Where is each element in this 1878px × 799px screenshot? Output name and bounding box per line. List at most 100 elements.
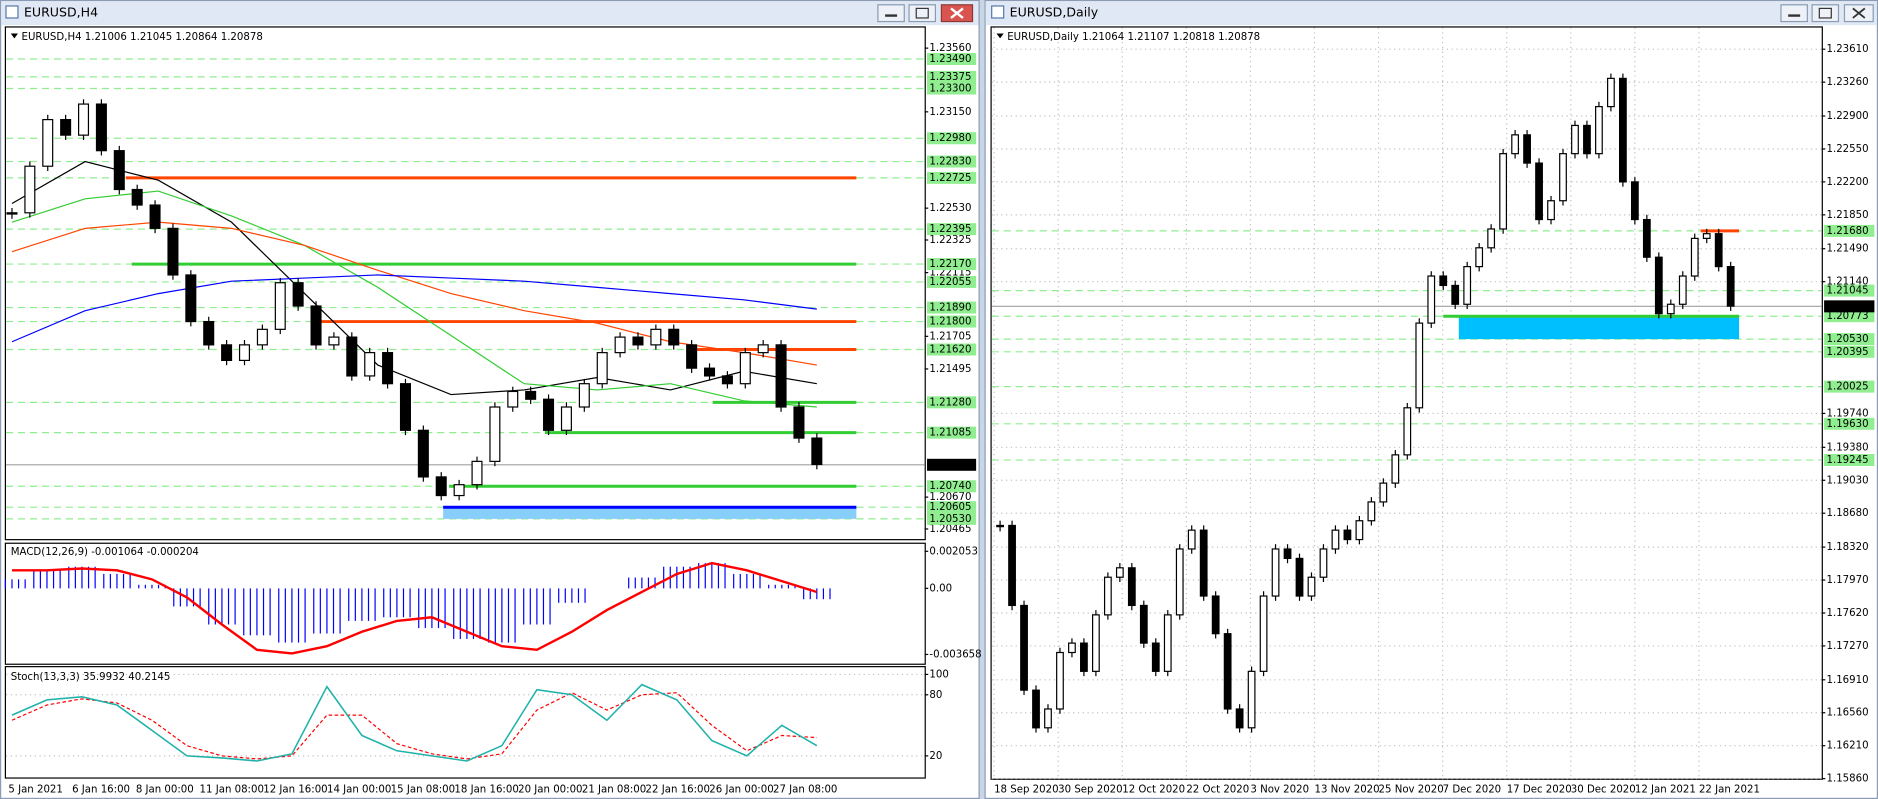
header-arrow (10, 33, 18, 39)
level-label: 1.20530 (1826, 334, 1868, 345)
level-label-box (927, 315, 977, 328)
level-label-box (927, 82, 977, 95)
candle (1547, 200, 1555, 221)
level-label: 1.23300 (929, 84, 971, 95)
level-label: 1.20740 (929, 481, 971, 492)
candle (489, 406, 501, 462)
level-label: 1.21280 (929, 397, 971, 408)
level-label-box (1824, 284, 1875, 297)
maximize-button[interactable] (908, 4, 937, 23)
title-bar (985, 1, 1877, 26)
header-part: EURUSD,H4 (22, 32, 82, 43)
candle (1139, 604, 1148, 644)
zone (1458, 316, 1740, 340)
level-label-box (927, 396, 977, 409)
candle (1187, 529, 1196, 550)
candle (78, 103, 90, 136)
candle (1163, 614, 1172, 672)
candle (1020, 604, 1028, 691)
candle (310, 305, 322, 346)
candle (1666, 303, 1675, 315)
y-tick-label: 1.16560 (1826, 708, 1868, 719)
candle (1235, 708, 1244, 729)
x-tick-label: 6 Jan 16:00 (72, 784, 130, 795)
macd-border (4, 542, 926, 665)
level-label: 1.21045 (1826, 286, 1868, 297)
level-label-box (1824, 454, 1875, 467)
level-label-box (1824, 224, 1875, 237)
level-label-box (1824, 380, 1875, 393)
level-label-box (927, 343, 977, 356)
y-tick-label: 1.18320 (1826, 542, 1868, 553)
candle (721, 375, 733, 385)
candle (42, 119, 54, 167)
candle (1379, 482, 1388, 503)
candle (793, 406, 805, 439)
y-tick-label: 1.21705 (929, 331, 971, 342)
candle (757, 344, 769, 354)
candle (399, 383, 411, 431)
candle (668, 328, 680, 346)
header-part: -0.000204 (147, 547, 199, 558)
macd-signal (11, 561, 818, 655)
x-tick-label: 18 Jan 16:00 (454, 784, 518, 795)
candle (185, 274, 197, 323)
candle (1451, 284, 1460, 305)
candle (650, 328, 662, 346)
candle (1355, 520, 1364, 541)
candle (364, 352, 376, 377)
candle (1439, 275, 1448, 287)
x-tick-label: 13 Nov 2020 (1314, 784, 1379, 795)
y-tick-label: 1.22900 (1826, 111, 1868, 122)
y-tick-label: 1.19380 (1826, 442, 1868, 453)
level-label-box (1824, 417, 1875, 430)
y-tick-label: 1.22200 (1826, 177, 1868, 188)
candle (1032, 689, 1040, 729)
candle (1535, 162, 1543, 221)
candle (775, 344, 787, 408)
window-icon (5, 5, 19, 19)
candle (1630, 181, 1639, 221)
header-part: EURUSD,Daily (1007, 32, 1079, 43)
candle (1523, 134, 1531, 164)
close-icon (950, 7, 964, 19)
y-tick-label: 1.22530 (929, 203, 971, 214)
candle (1690, 237, 1699, 277)
x-tick-label: 22 Oct 2020 (1186, 784, 1249, 795)
candle (1367, 501, 1376, 522)
candle (1487, 228, 1496, 249)
candle (346, 336, 358, 377)
price-box (927, 458, 977, 471)
window-buttons[interactable] (1780, 4, 1874, 23)
candle (1151, 642, 1160, 672)
level-label: 1.22395 (929, 224, 971, 235)
candle (1199, 529, 1208, 597)
candle (1259, 595, 1268, 672)
candle (578, 383, 590, 408)
level-label-box (927, 171, 977, 184)
y-tick-label: 1.16210 (1826, 741, 1868, 752)
candle (238, 344, 251, 361)
level-label: 1.20605 (929, 502, 971, 513)
candle (1642, 218, 1651, 258)
candle (417, 429, 429, 478)
candle (1271, 548, 1280, 597)
candle (113, 150, 125, 191)
window-frame (984, 0, 1878, 799)
maximize-button[interactable] (1811, 4, 1840, 23)
x-tick-label: 12 Jan 16:00 (263, 784, 327, 795)
minimize-button[interactable] (877, 4, 905, 23)
candle (1583, 124, 1591, 155)
candle (704, 367, 716, 377)
x-tick-label: 25 Nov 2020 (1379, 784, 1444, 795)
minimize-button[interactable] (1780, 4, 1808, 23)
candle (596, 352, 608, 385)
level-label-box (1824, 310, 1875, 323)
candle (560, 406, 572, 431)
candle (1295, 557, 1304, 597)
candle (1571, 124, 1579, 155)
x-tick-label: 21 Jan 08:00 (582, 784, 646, 795)
level-label-box (927, 223, 977, 236)
window-buttons[interactable] (877, 4, 974, 23)
y-tick-label: 1.23560 (929, 43, 971, 54)
